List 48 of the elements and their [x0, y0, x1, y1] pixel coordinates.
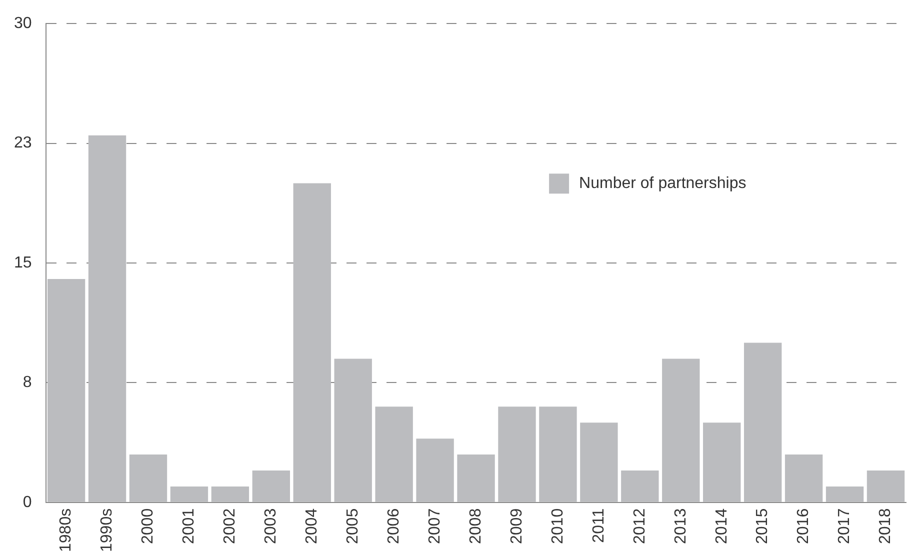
x-tick-label: 2007	[426, 508, 444, 544]
bar	[416, 438, 454, 502]
x-tick-label: 1990s	[98, 508, 116, 552]
x-tick-label: 2011	[590, 508, 608, 543]
bar	[211, 486, 250, 502]
x-tick-label: 2006	[385, 508, 402, 544]
y-tick-label: 23	[14, 134, 32, 152]
x-tick-label: 2018	[877, 508, 894, 544]
y-tick-label: 15	[14, 254, 32, 272]
x-tick-label: 2004	[304, 508, 321, 544]
x-tick-label: 2012	[631, 508, 648, 544]
x-tick-label: 2002	[222, 508, 239, 544]
bar	[293, 183, 331, 502]
bar	[334, 358, 372, 502]
bar	[621, 470, 659, 502]
bar	[457, 454, 495, 502]
bar	[88, 135, 126, 502]
bar	[703, 422, 741, 502]
bar	[375, 406, 413, 502]
x-tick-label: 2016	[795, 508, 812, 544]
x-tick-label: 2005	[344, 508, 362, 544]
x-tick-label: 2009	[508, 508, 526, 544]
bar	[539, 406, 577, 502]
y-tick-label: 0	[22, 494, 32, 511]
y-tick-label: 30	[14, 15, 32, 32]
x-tick-label: 2000	[140, 508, 157, 544]
bar	[580, 422, 618, 502]
bar	[498, 406, 536, 502]
bar	[744, 342, 782, 502]
x-tick-label: 2003	[262, 508, 280, 544]
x-tick-label: 2015	[754, 508, 772, 544]
x-tick-label: 2014	[713, 508, 730, 544]
bar	[662, 358, 700, 502]
bar	[252, 470, 290, 502]
bar	[784, 454, 823, 502]
x-tick-label: 2013	[672, 508, 690, 544]
y-tick-label: 8	[22, 374, 32, 392]
x-tick-label: 2010	[549, 508, 566, 544]
x-tick-label: 2001	[180, 508, 198, 544]
bar	[170, 486, 208, 502]
bar	[866, 470, 905, 502]
bar	[129, 454, 168, 502]
bar	[826, 486, 864, 502]
x-tick-label: 2017	[836, 508, 854, 544]
bar	[47, 278, 86, 502]
x-tick-label: 1980s	[58, 508, 75, 552]
x-tick-label: 2008	[467, 508, 484, 544]
legend-label: Number of partnerships	[579, 175, 746, 192]
